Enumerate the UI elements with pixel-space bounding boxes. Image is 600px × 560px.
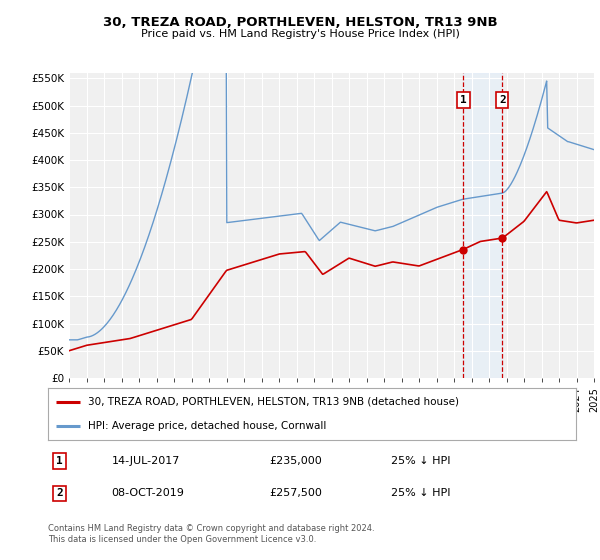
- Text: 1: 1: [460, 95, 467, 105]
- Text: 30, TREZA ROAD, PORTHLEVEN, HELSTON, TR13 9NB (detached house): 30, TREZA ROAD, PORTHLEVEN, HELSTON, TR1…: [88, 397, 458, 407]
- Text: £257,500: £257,500: [270, 488, 323, 498]
- Text: Contains HM Land Registry data © Crown copyright and database right 2024.: Contains HM Land Registry data © Crown c…: [48, 524, 374, 533]
- Text: Price paid vs. HM Land Registry's House Price Index (HPI): Price paid vs. HM Land Registry's House …: [140, 29, 460, 39]
- Text: 25% ↓ HPI: 25% ↓ HPI: [391, 488, 451, 498]
- Text: 25% ↓ HPI: 25% ↓ HPI: [391, 456, 451, 466]
- Text: This data is licensed under the Open Government Licence v3.0.: This data is licensed under the Open Gov…: [48, 534, 316, 544]
- Text: HPI: Average price, detached house, Cornwall: HPI: Average price, detached house, Corn…: [88, 421, 326, 431]
- Text: 08-OCT-2019: 08-OCT-2019: [112, 488, 184, 498]
- Text: £235,000: £235,000: [270, 456, 323, 466]
- Text: 2: 2: [56, 488, 63, 498]
- Text: 14-JUL-2017: 14-JUL-2017: [112, 456, 180, 466]
- Text: 30, TREZA ROAD, PORTHLEVEN, HELSTON, TR13 9NB: 30, TREZA ROAD, PORTHLEVEN, HELSTON, TR1…: [103, 16, 497, 29]
- Text: 2: 2: [499, 95, 506, 105]
- Bar: [463, 73, 502, 378]
- Text: 1: 1: [56, 456, 63, 466]
